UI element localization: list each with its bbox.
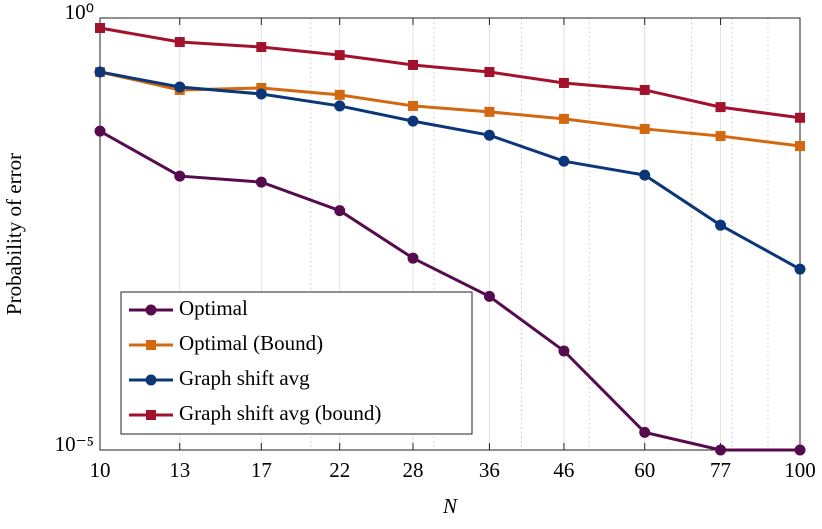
plot-frame — [99, 17, 801, 451]
marker — [794, 263, 806, 275]
marker — [639, 123, 650, 134]
legend-label: Optimal (Bound) — [179, 331, 323, 355]
legend-label: Graph shift avg (bound) — [179, 401, 381, 425]
x-tick-label: 77 — [710, 458, 731, 482]
legend-marker — [146, 410, 156, 420]
marker — [174, 37, 185, 48]
marker — [639, 169, 651, 181]
marker — [94, 66, 106, 78]
marker — [558, 113, 569, 124]
marker — [174, 170, 186, 182]
x-tick-label: 13 — [169, 458, 190, 482]
marker — [334, 205, 346, 217]
legend-marker — [146, 340, 156, 350]
x-tick-label: 36 — [479, 458, 500, 482]
marker — [256, 82, 267, 93]
y-tick-label: 10⁰ — [65, 0, 94, 24]
legend-label: Graph shift avg — [179, 366, 310, 390]
marker — [174, 81, 186, 93]
marker — [483, 290, 495, 302]
y-axis-label: Probability of error — [2, 153, 26, 315]
marker — [715, 131, 726, 142]
marker — [715, 444, 727, 456]
marker — [334, 50, 345, 61]
marker — [558, 155, 570, 167]
marker — [484, 106, 495, 117]
x-tick-label: 28 — [403, 458, 424, 482]
marker — [334, 89, 345, 100]
x-tick-label: 60 — [634, 458, 655, 482]
legend-marker — [145, 304, 157, 316]
marker — [484, 67, 495, 78]
series-line — [99, 26, 801, 120]
marker — [715, 102, 726, 113]
marker — [408, 59, 419, 70]
x-tick-label: 46 — [553, 458, 574, 482]
marker — [94, 125, 106, 137]
marker — [256, 42, 267, 53]
marker — [95, 23, 105, 34]
series-line — [99, 70, 801, 148]
marker — [255, 176, 267, 188]
legend-marker — [145, 374, 157, 386]
legend-box — [120, 291, 473, 435]
legend-label: Optimal — [179, 296, 248, 320]
y-tick-label: 10⁻⁵ — [55, 432, 94, 456]
marker — [407, 115, 419, 127]
x-tick-label: 22 — [329, 458, 350, 482]
x-tick-label: 100 — [784, 458, 816, 482]
x-tick-label: 17 — [251, 458, 272, 482]
x-tick-label: 10 — [90, 458, 111, 482]
marker — [407, 252, 419, 264]
marker — [483, 129, 495, 141]
x-axis-label: N — [442, 494, 458, 518]
marker — [795, 141, 805, 152]
marker — [639, 84, 650, 95]
series-line — [99, 70, 801, 271]
marker — [794, 444, 806, 456]
marker — [558, 345, 570, 357]
marker — [408, 100, 419, 111]
marker — [639, 426, 651, 438]
marker — [334, 100, 346, 112]
marker — [255, 88, 267, 100]
legend: Optimal Optimal (Bound) Graph shift avg Gra… — [120, 291, 473, 435]
marker — [558, 77, 569, 88]
marker — [795, 112, 805, 123]
marker — [715, 219, 727, 231]
series-line — [99, 129, 800, 452]
